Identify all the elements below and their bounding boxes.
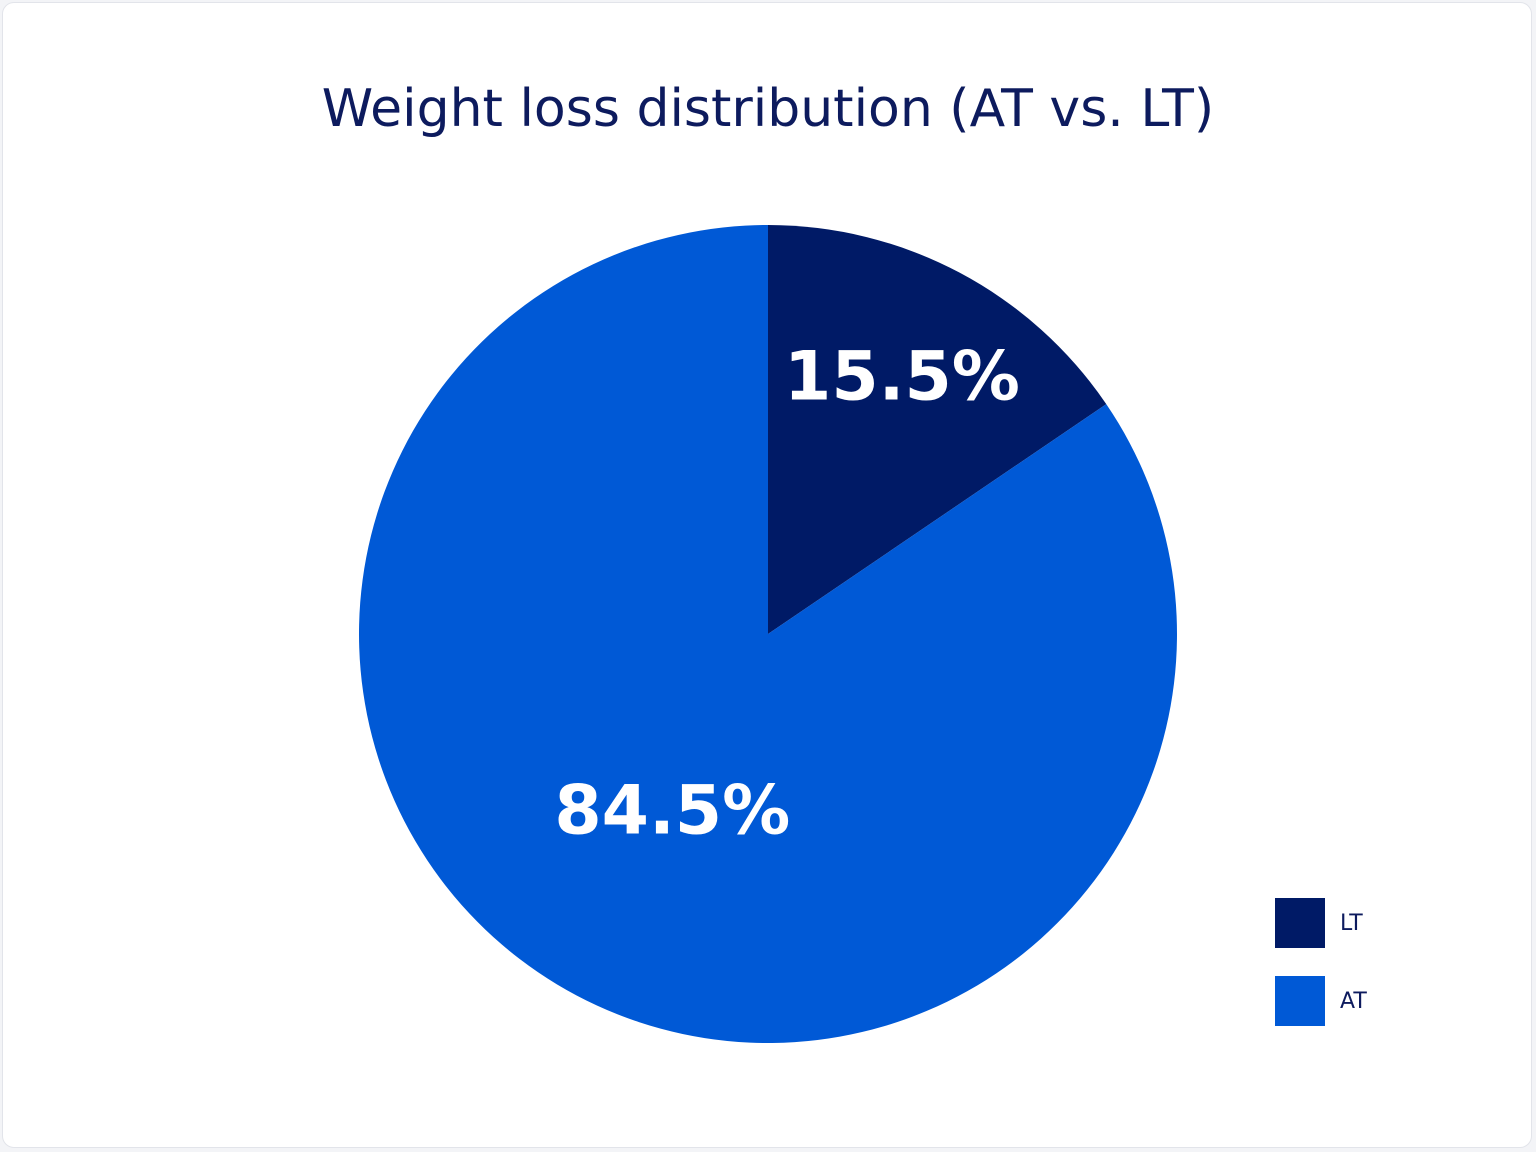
slice-label: 84.5% [554, 771, 790, 850]
legend-swatch [1275, 976, 1325, 1026]
chart-title: Weight loss distribution (AT vs. LT) [322, 79, 1214, 139]
pie-slice [768, 225, 1107, 634]
legend-label: AT [1340, 989, 1367, 1014]
pie-slice [359, 225, 1178, 1043]
slice-label: 15.5% [784, 338, 1020, 417]
legend-label: LT [1340, 911, 1363, 936]
legend-swatch [1275, 898, 1325, 948]
